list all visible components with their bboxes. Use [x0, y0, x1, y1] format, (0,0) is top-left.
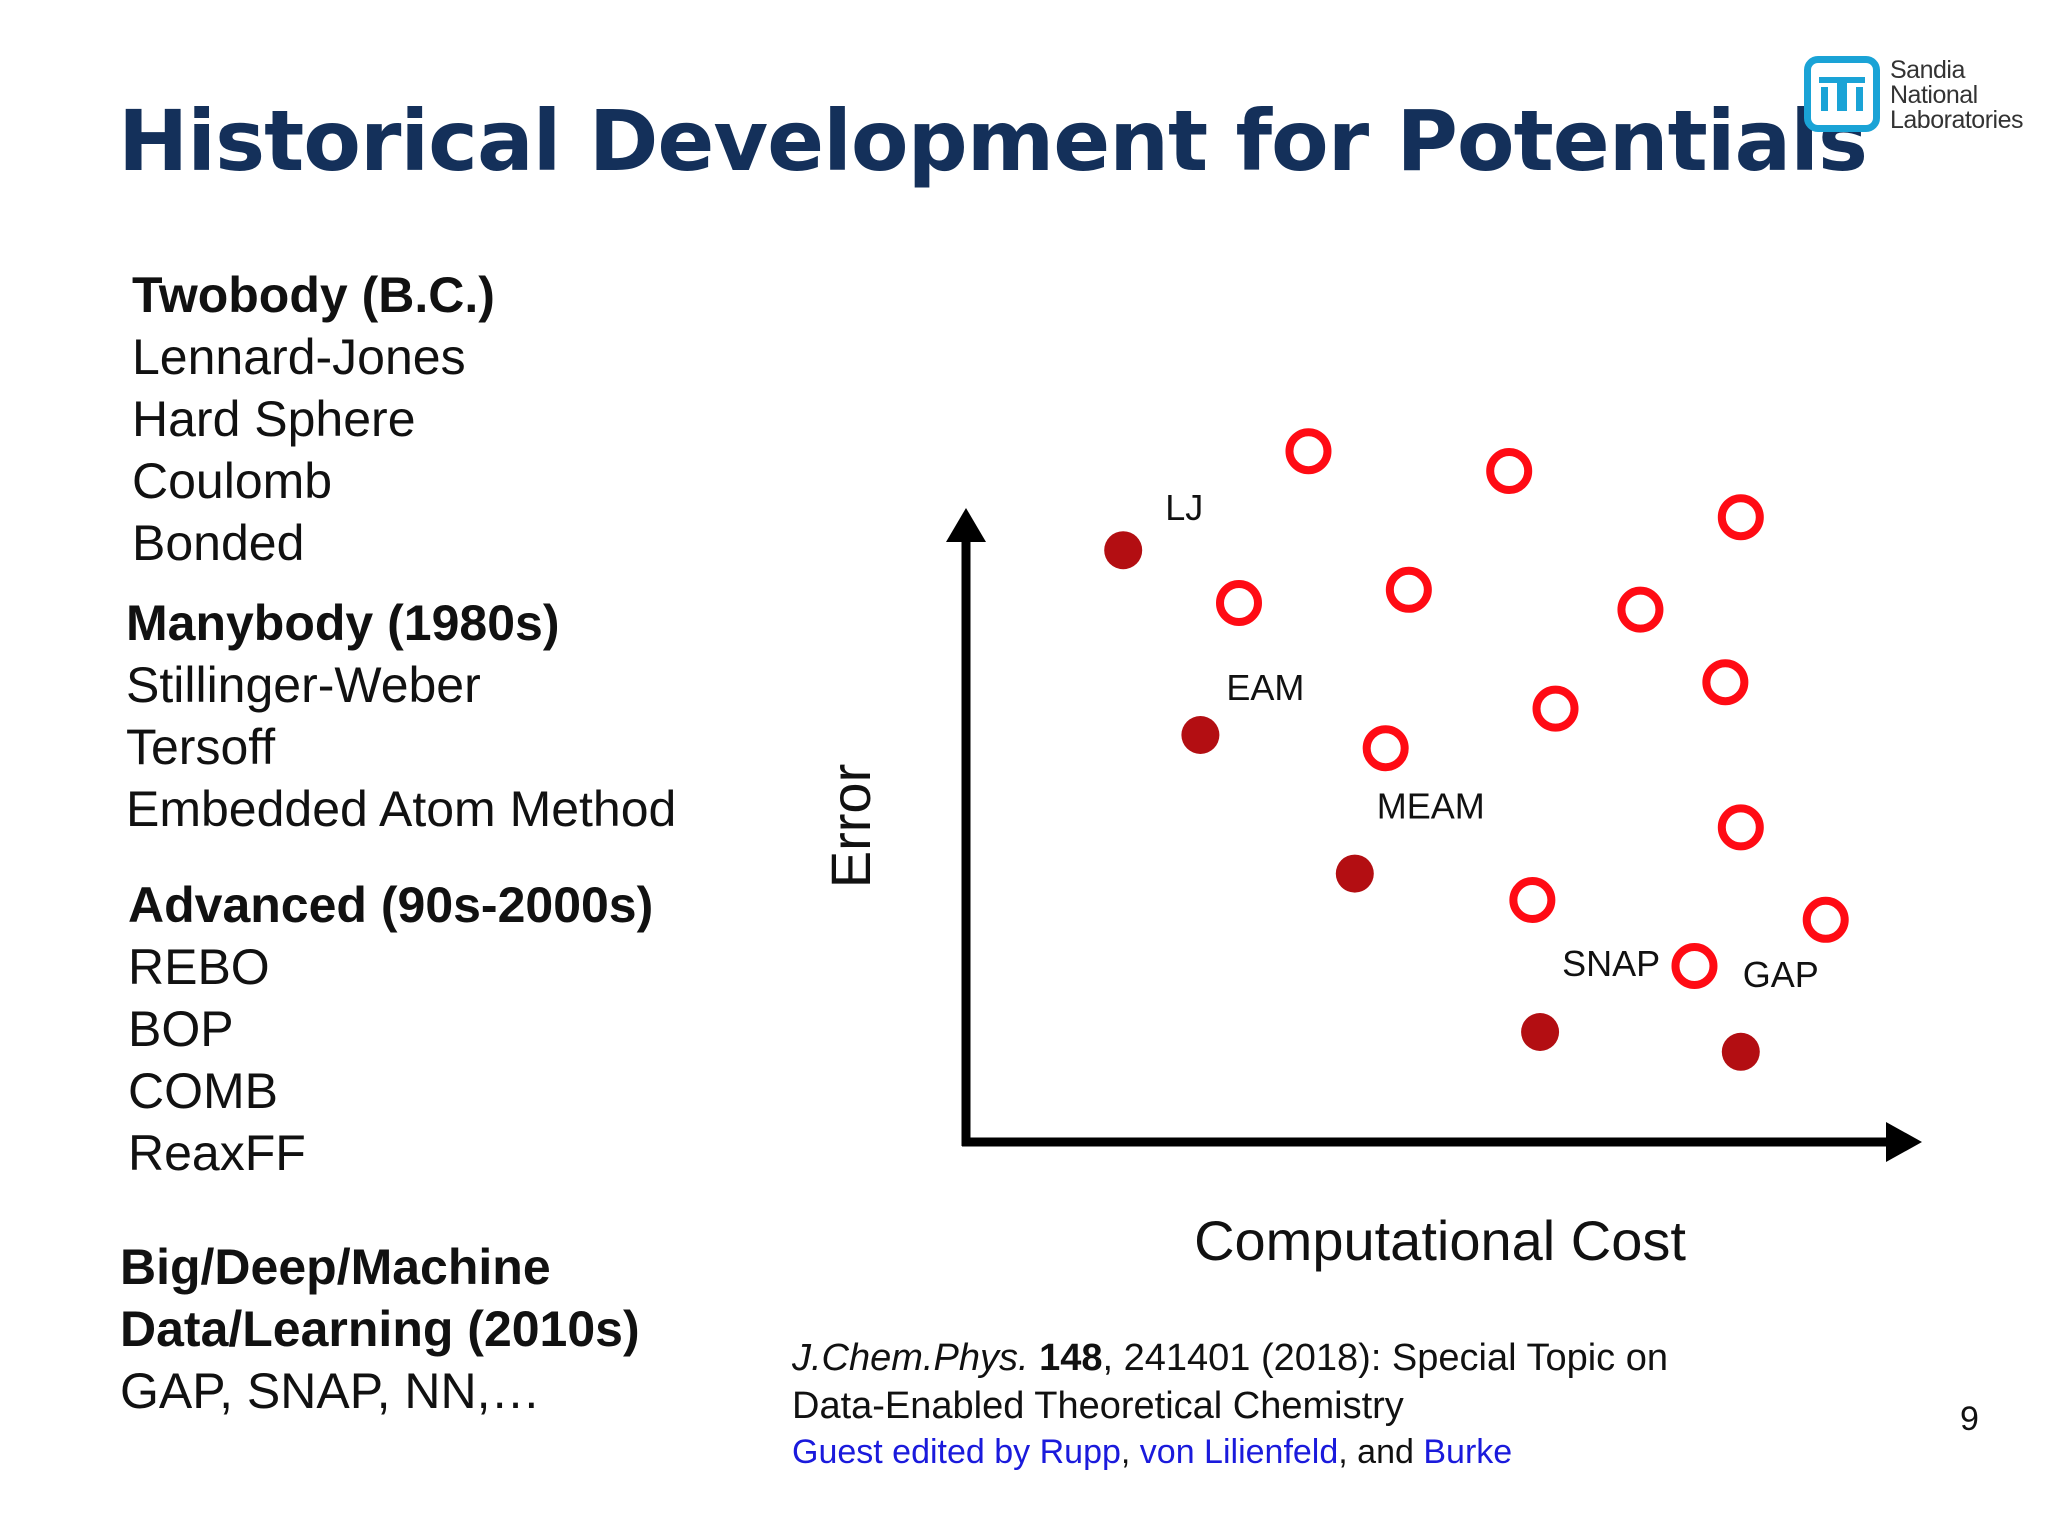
separator: , — [1120, 1433, 1140, 1471]
thunderbird-icon — [1804, 56, 1880, 132]
list-item: Hard Sphere — [132, 391, 416, 447]
page-number: 9 — [1960, 1400, 1979, 1438]
group-heading: Twobody (B.C.) — [132, 267, 495, 323]
data-label-lj: LJ — [1165, 487, 1203, 528]
open-data-point — [1702, 659, 1749, 706]
data-label-eam: EAM — [1226, 667, 1304, 708]
list-item: Stillinger-Weber — [126, 657, 481, 713]
open-data-point — [1385, 566, 1432, 613]
data-point-snap — [1521, 1013, 1560, 1051]
open-data-point — [1617, 586, 1664, 633]
citation-line-3: Guest edited by Rupp, von Lilienfeld, an… — [792, 1430, 1668, 1474]
citation-volume: 148 — [1039, 1337, 1103, 1379]
logo-line-2: National — [1890, 81, 1978, 109]
open-data-point — [1802, 896, 1849, 943]
y-axis-arrow — [946, 508, 986, 542]
separator: , and — [1338, 1433, 1424, 1471]
logo-line-3: Laboratories — [1890, 106, 2023, 134]
list-item: Coulomb — [132, 453, 333, 509]
open-data-point — [1362, 725, 1409, 772]
open-data-point — [1486, 448, 1533, 494]
group-heading: Manybody (1980s) — [126, 595, 560, 651]
x-axis-label: Computational Cost — [1194, 1209, 1686, 1272]
slide-title: Historical Development for Potentials — [118, 92, 1868, 190]
list-item: Lennard-Jones — [132, 329, 466, 385]
data-point-gap — [1721, 1032, 1760, 1071]
open-data-point — [1717, 494, 1764, 541]
open-data-point — [1717, 804, 1764, 851]
list-item: Bonded — [132, 515, 305, 571]
logo-line-1: Sandia — [1890, 56, 1965, 84]
group-advanced: Advanced (90s-2000s) REBO BOP COMB ReaxF… — [128, 874, 653, 1184]
citation-line-2: Data-Enabled Theoretical Chemistry — [792, 1385, 1404, 1427]
sandia-logo: Sandia National Laboratories — [1804, 56, 2023, 140]
editor-link-burke[interactable]: Burke — [1423, 1433, 1513, 1471]
data-label-snap: SNAP — [1562, 943, 1660, 984]
open-data-point — [1216, 580, 1262, 626]
group-heading-line-2: Data/Learning (2010s) — [120, 1301, 640, 1357]
group-twobody: Twobody (B.C.) Lennard-Jones Hard Sphere… — [132, 264, 495, 574]
scatter-points: LJ EAM MEAM SNAP GAP — [1104, 428, 1849, 1071]
open-data-point — [1285, 428, 1332, 475]
editor-link-von-lilienfeld[interactable]: von Lilienfeld — [1139, 1433, 1339, 1471]
data-label-meam: MEAM — [1377, 786, 1485, 827]
group-manybody: Manybody (1980s) Stillinger-Weber Tersof… — [126, 592, 676, 840]
citation-journal: J.Chem.Phys. — [792, 1337, 1029, 1379]
list-item: Embedded Atom Method — [126, 781, 677, 837]
citation-details: , 241401 (2018): Special Topic on — [1102, 1337, 1668, 1379]
editor-link-rupp[interactable]: Rupp — [1039, 1433, 1121, 1471]
list-item: Tersoff — [126, 719, 276, 775]
group-heading: Advanced (90s-2000s) — [128, 877, 654, 933]
x-axis-arrow — [1886, 1122, 1922, 1162]
data-label-gap: GAP — [1743, 954, 1819, 995]
y-axis-label: Error — [819, 764, 882, 888]
list-item: REBO — [128, 939, 270, 995]
list-item: BOP — [128, 1001, 234, 1057]
list-item: COMB — [128, 1063, 278, 1119]
open-data-point — [1509, 877, 1556, 923]
group-machine-learning: Big/Deep/Machine Data/Learning (2010s) G… — [120, 1236, 640, 1422]
open-data-point — [1532, 685, 1579, 732]
list-item: ReaxFF — [128, 1125, 306, 1181]
guest-edited-text: Guest edited by — [792, 1433, 1040, 1471]
data-point-lj — [1104, 531, 1143, 570]
open-data-point — [1671, 943, 1718, 989]
data-point-meam — [1335, 854, 1374, 893]
logo-wordmark: Sandia National Laboratories — [1890, 58, 2023, 133]
list-item: GAP, SNAP, NN,… — [120, 1363, 541, 1419]
group-heading-line-1: Big/Deep/Machine — [120, 1239, 551, 1295]
citation-line-1: J.Chem.Phys. 148, 241401 (2018): Special… — [792, 1334, 1668, 1382]
citation: J.Chem.Phys. 148, 241401 (2018): Special… — [792, 1334, 1668, 1474]
data-point-eam — [1181, 716, 1220, 754]
